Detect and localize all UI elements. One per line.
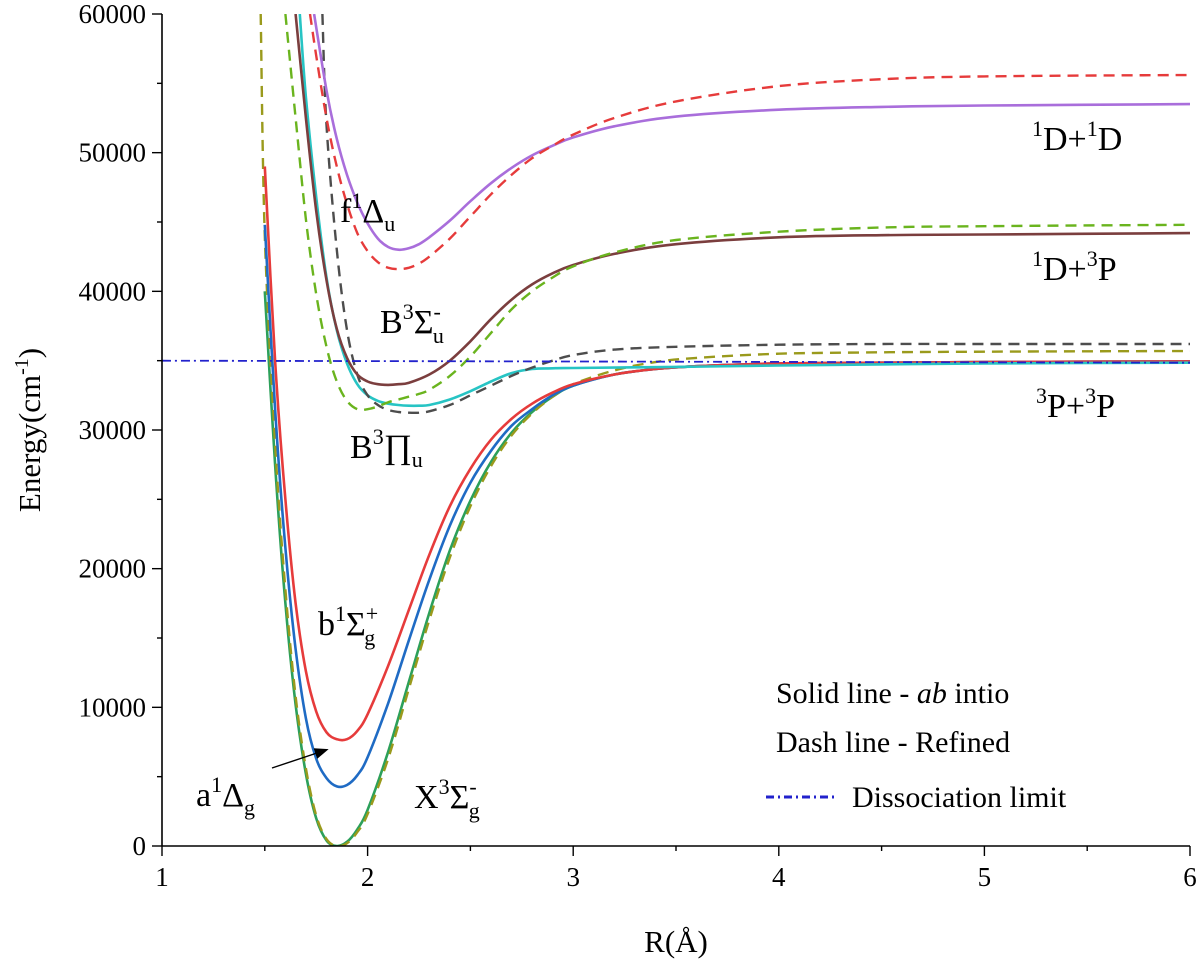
y-tick-label: 50000 bbox=[79, 138, 147, 168]
label-b3su: B3Σ-u bbox=[380, 299, 444, 348]
y-axis-title: Energy(cm-1) bbox=[11, 348, 47, 512]
x-axis-title: R(Å) bbox=[644, 924, 708, 959]
series-line-9 bbox=[308, 14, 1190, 271]
label-f1du: f1Δu bbox=[340, 188, 395, 236]
label-x3sg: X3Σ-g bbox=[414, 774, 480, 823]
label-b3pu: B3∏u bbox=[350, 424, 423, 472]
x-tick-label: 2 bbox=[361, 862, 375, 892]
y-tick-label: 10000 bbox=[79, 692, 147, 722]
x-tick-label: 4 bbox=[772, 862, 786, 892]
label-1d-1d: 1D+1D bbox=[1032, 116, 1122, 158]
y-tick-label: 20000 bbox=[79, 554, 147, 584]
x-tick-label: 3 bbox=[566, 862, 580, 892]
series-line-7 bbox=[284, 14, 1190, 412]
legend-limit: Dissociation limit bbox=[852, 781, 1067, 814]
legend-dash: Dash line - Refined bbox=[776, 726, 1010, 759]
series-line-10 bbox=[162, 359, 1190, 364]
series-line-8 bbox=[312, 14, 1190, 252]
series-line-5 bbox=[321, 14, 1190, 415]
curves-group bbox=[162, 14, 1190, 846]
y-tick-label: 40000 bbox=[79, 276, 147, 306]
label-1d-3p: 1D+3P bbox=[1032, 246, 1117, 288]
series-line-0 bbox=[263, 291, 1190, 846]
series-line-1 bbox=[259, 14, 1190, 846]
y-tick-label: 30000 bbox=[79, 415, 147, 445]
label-a1dg: a1Δg bbox=[196, 772, 255, 820]
ticks-group: 1 2 3 4 5 6 0 10000 20000 30000 40000 50000 60000 bbox=[79, 0, 1197, 892]
label-b1sg: b1Σ+ g bbox=[318, 601, 378, 650]
x-tick-label: 5 bbox=[978, 862, 992, 892]
label-3p-3p: 3P+3P bbox=[1036, 383, 1115, 425]
legend: Solid line - ab intio Dash line - Refine… bbox=[766, 677, 1067, 814]
x-tick-label: 6 bbox=[1183, 862, 1197, 892]
y-tick-label: 60000 bbox=[79, 0, 147, 29]
x-tick-label: 1 bbox=[155, 862, 169, 892]
a1dg-arrow bbox=[271, 748, 329, 769]
legend-solid: Solid line - ab intio bbox=[776, 677, 1009, 710]
y-tick-label: 0 bbox=[133, 831, 147, 861]
